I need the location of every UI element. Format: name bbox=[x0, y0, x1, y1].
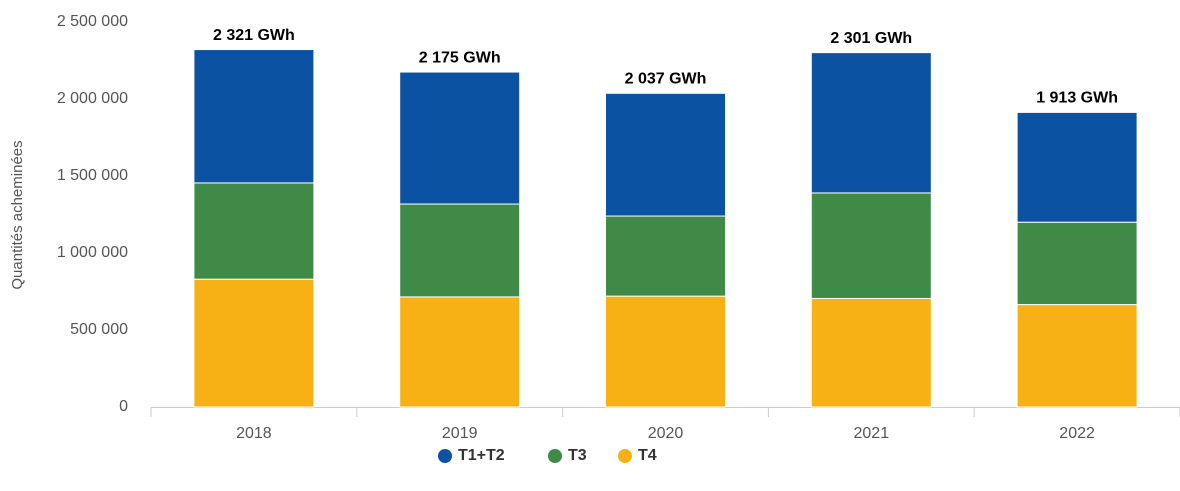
x-tick-label: 2021 bbox=[854, 425, 890, 442]
y-tick-label: 1 000 000 bbox=[57, 244, 128, 261]
bar-segment bbox=[193, 182, 315, 280]
legend-label: T4 bbox=[638, 447, 657, 464]
legend-label: T1+T2 bbox=[458, 447, 505, 464]
y-tick-label: 2 000 000 bbox=[57, 90, 128, 107]
legend-marker bbox=[438, 449, 452, 463]
y-axis-title: Quantités acheminées bbox=[9, 140, 26, 289]
bar-segment bbox=[193, 278, 315, 408]
bar-segment bbox=[810, 192, 932, 299]
bar-segment bbox=[810, 52, 932, 194]
bar-segment bbox=[1016, 221, 1138, 306]
x-tick-label: 2022 bbox=[1059, 425, 1095, 442]
x-tick-label: 2019 bbox=[442, 425, 478, 442]
bar-segment bbox=[810, 297, 932, 408]
total-label: 2 321 GWh bbox=[213, 27, 295, 44]
bar-segment bbox=[399, 203, 521, 298]
bar-segment bbox=[605, 92, 726, 217]
total-label: 2 301 GWh bbox=[830, 30, 912, 47]
legend-label: T3 bbox=[568, 447, 587, 464]
y-tick-label: 0 bbox=[119, 398, 128, 415]
x-tick-label: 2020 bbox=[648, 425, 684, 442]
y-tick-label: 2 500 000 bbox=[57, 13, 128, 30]
x-tick-label: 2018 bbox=[236, 425, 272, 442]
total-label: 1 913 GWh bbox=[1036, 90, 1118, 107]
bar-segment bbox=[399, 71, 521, 205]
bar-segment bbox=[399, 296, 521, 408]
total-label: 2 037 GWh bbox=[625, 71, 707, 88]
bar-segment bbox=[1016, 111, 1138, 223]
bar-segment bbox=[1016, 304, 1138, 408]
total-label: 2 175 GWh bbox=[419, 49, 501, 66]
legend-marker bbox=[548, 449, 562, 463]
bar-segment bbox=[193, 49, 315, 184]
legend-marker bbox=[618, 449, 632, 463]
bar-segment bbox=[605, 215, 726, 297]
y-tick-label: 1 500 000 bbox=[57, 167, 128, 184]
bar-segment bbox=[605, 295, 726, 408]
y-tick-label: 500 000 bbox=[70, 321, 128, 338]
